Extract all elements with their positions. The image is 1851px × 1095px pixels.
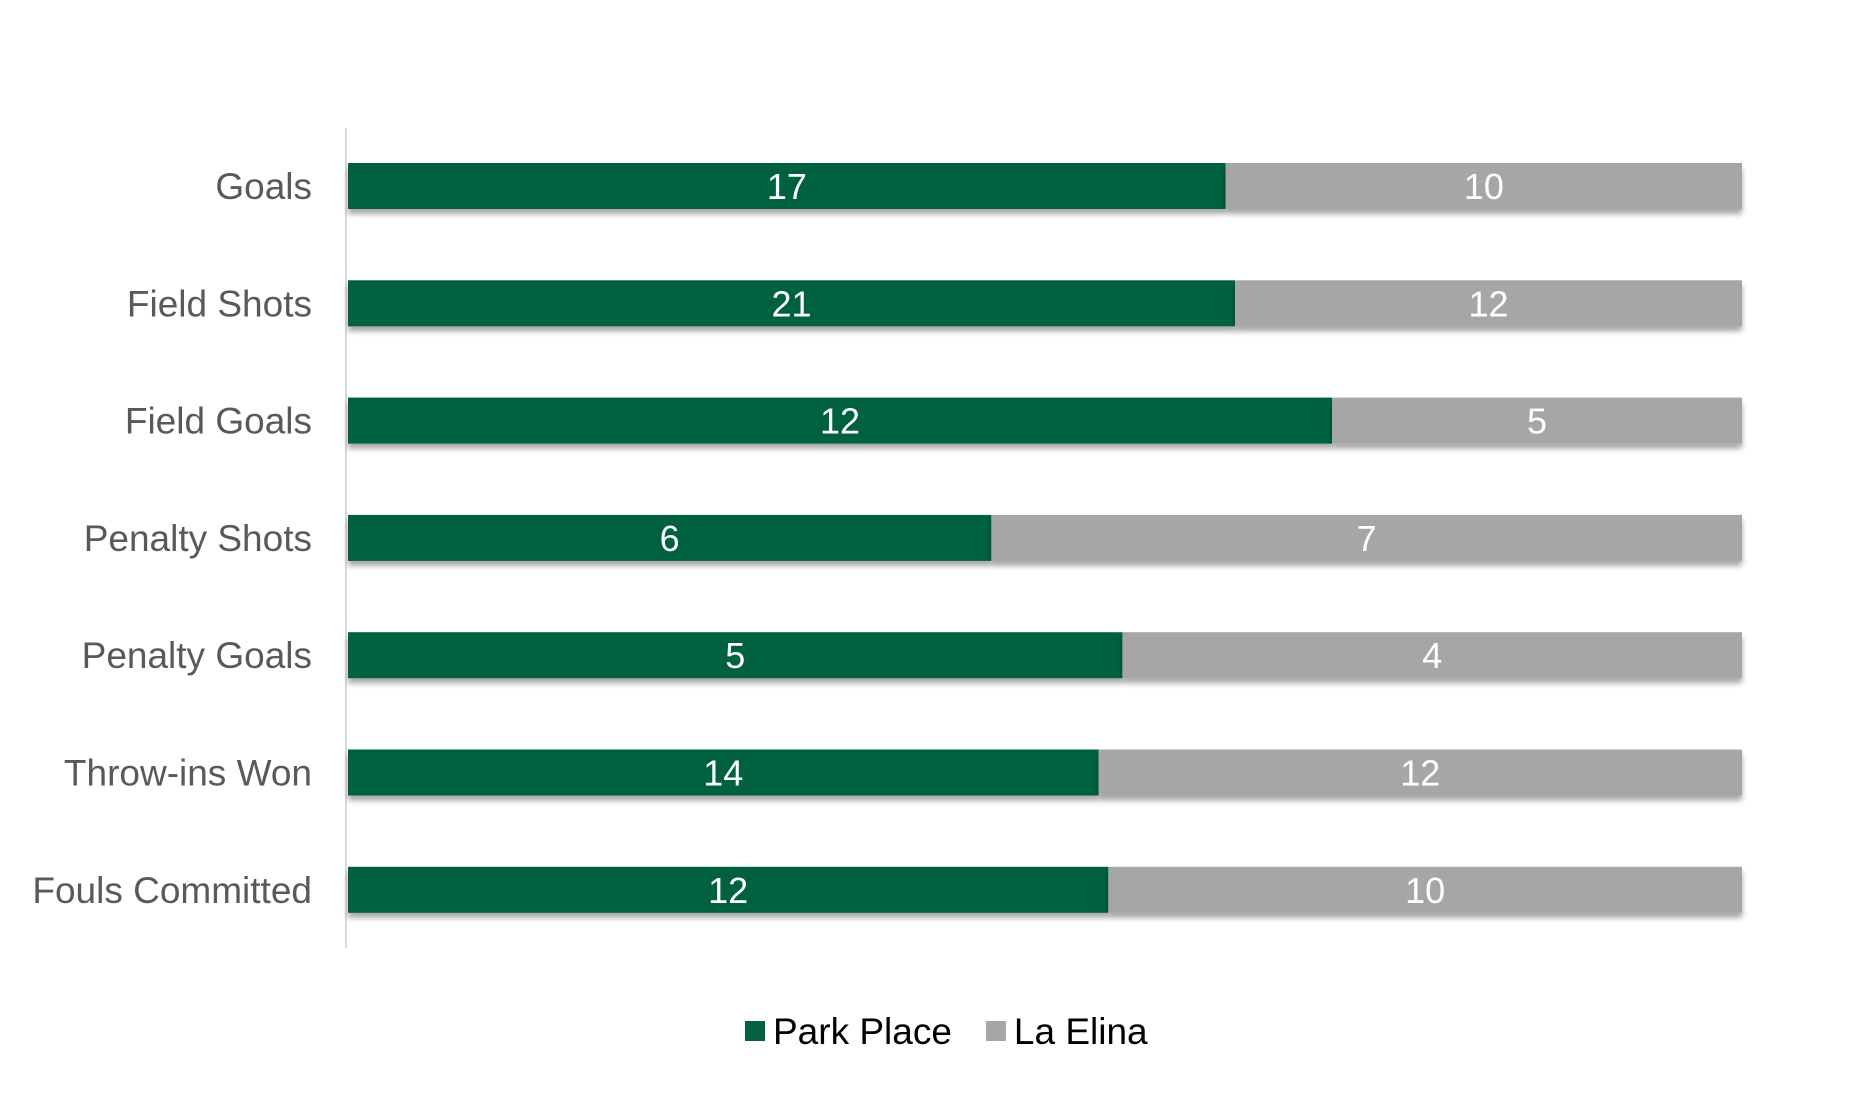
data-label-la-elina-goals: 10 <box>1464 166 1504 207</box>
category-label-goals: Goals <box>215 166 312 207</box>
category-label-penalty-shots: Penalty Shots <box>84 518 312 559</box>
data-label-la-elina-field-goals: 5 <box>1527 401 1547 442</box>
bar-park-place-field-goals <box>348 397 1332 444</box>
bar-park-place-field-shots <box>348 280 1236 327</box>
category-label-fouls-committed: Fouls Committed <box>32 870 312 911</box>
category-label-field-goals: Field Goals <box>125 401 312 442</box>
legend: Park Place La Elina <box>745 1011 1148 1052</box>
bar-park-place-goals <box>348 163 1226 209</box>
data-label-la-elina-throw-ins-won: 12 <box>1400 753 1440 794</box>
category-axis: Goals Field Shots Field Goals Penalty Shots… <box>32 166 312 911</box>
data-label-park-place-throw-ins-won: 14 <box>703 753 743 794</box>
category-label-field-shots: Field Shots <box>127 283 312 324</box>
bar-park-place-penalty-goals <box>348 632 1123 679</box>
bar-park-place-fouls-committed <box>348 866 1109 913</box>
bar-la-elina-field-goals <box>1332 397 1742 444</box>
bar-la-elina-fouls-committed <box>1108 866 1742 913</box>
bar-park-place-throw-ins-won <box>348 749 1099 796</box>
data-label-la-elina-field-shots: 12 <box>1469 283 1509 324</box>
data-label-park-place-field-shots: 21 <box>772 283 812 324</box>
bar-la-elina-field-shots <box>1235 280 1742 327</box>
bar-la-elina-throw-ins-won <box>1098 749 1742 796</box>
legend-label-park-place: Park Place <box>773 1011 952 1052</box>
bar-la-elina-penalty-goals <box>1122 632 1742 679</box>
category-label-throw-ins-won: Throw-ins Won <box>64 753 312 794</box>
bar-la-elina-goals <box>1225 163 1742 209</box>
data-label-park-place-penalty-goals: 5 <box>725 635 745 676</box>
legend-swatch-park-place <box>745 1021 765 1041</box>
legend-swatch-la-elina <box>985 1021 1006 1041</box>
data-label-park-place-goals: 17 <box>767 166 807 207</box>
data-label-park-place-field-goals: 12 <box>820 401 860 442</box>
legend-label-la-elina: La Elina <box>1014 1011 1148 1052</box>
data-label-park-place-penalty-shots: 6 <box>660 518 680 559</box>
category-label-penalty-goals: Penalty Goals <box>82 635 312 676</box>
data-label-park-place-fouls-committed: 12 <box>708 870 748 911</box>
bar-park-place-penalty-shots <box>348 514 992 561</box>
data-label-la-elina-fouls-committed: 10 <box>1405 870 1445 911</box>
data-label-la-elina-penalty-goals: 4 <box>1422 635 1442 676</box>
bar-la-elina-penalty-shots <box>991 514 1742 561</box>
plot-area: 17 10 21 12 12 5 6 7 5 4 14 12 12 10 <box>348 163 1742 913</box>
data-label-la-elina-penalty-shots: 7 <box>1357 518 1377 559</box>
